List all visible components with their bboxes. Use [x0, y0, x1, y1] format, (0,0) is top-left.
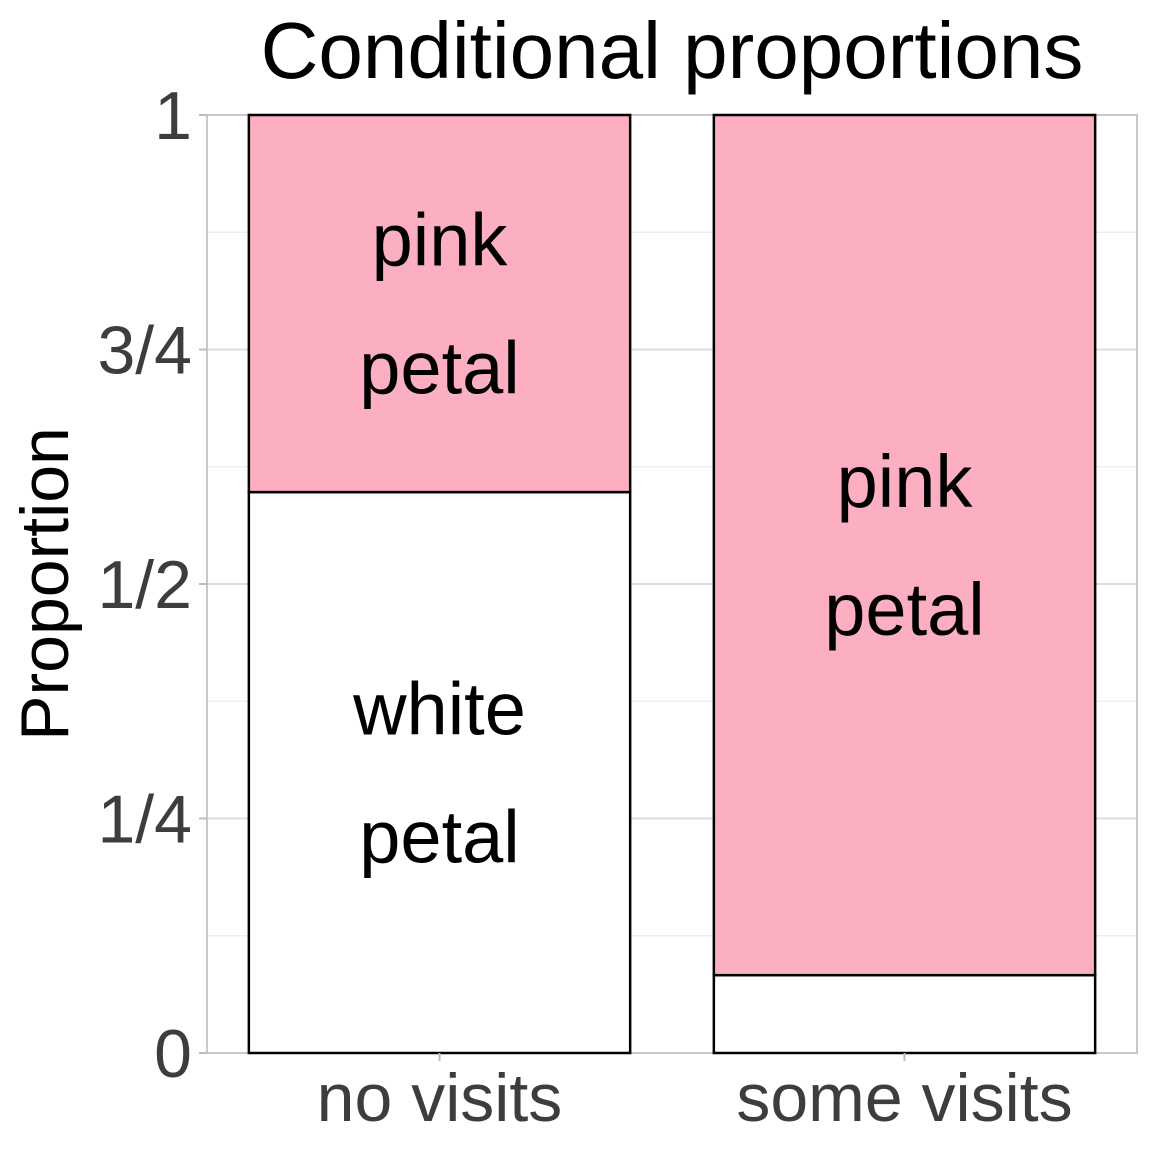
segment-label: petal — [824, 568, 984, 651]
y-tick-label: 1/4 — [97, 782, 192, 858]
bar-segment-pink-petal — [712, 113, 1097, 977]
chart-title: Conditional proportions — [261, 6, 1084, 95]
y-tick-label: 0 — [154, 1016, 192, 1092]
plot-area: 0 1/4 1/2 3/4 1 white petal pink petal no visits p… — [97, 78, 1138, 1136]
y-tick-label: 1 — [154, 78, 192, 154]
bar-segment-pink-petal — [247, 113, 632, 494]
bar-segment-white-petal — [712, 973, 1097, 1055]
y-tick-label: 3/4 — [97, 313, 192, 389]
y-axis-label: Proportion — [7, 427, 83, 741]
segment-label: pink — [837, 440, 974, 523]
segment-label: petal — [359, 327, 519, 410]
x-tick-label: some visits — [736, 1060, 1072, 1136]
segment-label: pink — [372, 199, 509, 282]
bar-segment-white-petal — [247, 490, 632, 1055]
segment-label: white — [352, 668, 526, 751]
y-tick-label: 1/2 — [97, 547, 192, 623]
x-tick-label: no visits — [317, 1060, 563, 1136]
segment-label: petal — [359, 796, 519, 879]
